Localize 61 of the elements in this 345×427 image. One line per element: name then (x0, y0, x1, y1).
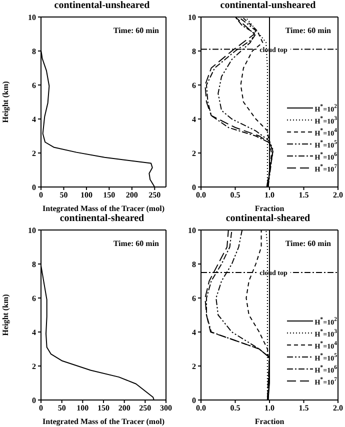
y-tick-label: 2 (32, 148, 36, 158)
x-axis-title: Integrated Mass of the Tracer (mol) (42, 417, 165, 426)
x-tick-label: 150 (103, 190, 116, 200)
y-tick-label: 8 (32, 260, 36, 269)
annotation: Time: 60 min (113, 26, 159, 35)
annotation: Time: 60 min (113, 239, 159, 248)
x-tick-label: 1.5 (298, 404, 309, 413)
y-tick-label: 8 (192, 260, 196, 269)
y-tick-label: 10 (188, 226, 196, 235)
x-tick-label: 0.0 (196, 190, 206, 200)
y-tick-label: 4 (192, 114, 196, 124)
y-tick-label: 8 (192, 46, 196, 56)
x-tick-label: 250 (139, 404, 152, 413)
x-tick-label: 1.0 (264, 404, 274, 413)
x-tick-label: 300 (160, 404, 172, 413)
y-tick-label: 0 (32, 182, 36, 192)
x-tick-label: 1.5 (298, 190, 309, 200)
x-tick-label: 50 (58, 404, 66, 413)
x-tick-label: 0.0 (196, 404, 206, 413)
y-tick-label: 10 (28, 226, 36, 235)
chart-title: continental-sheared (58, 213, 146, 226)
x-tick-label: 50 (60, 190, 68, 200)
x-tick-label: 2.0 (333, 190, 343, 200)
y-tick-label: 4 (32, 328, 36, 337)
y-tick-label: 10 (28, 12, 36, 22)
y-tick-label: 6 (32, 80, 36, 90)
x-tick-label: 0 (39, 190, 43, 200)
y-tick-label: 2 (192, 148, 196, 158)
x-axis-title: Fraction (254, 204, 285, 213)
x-tick-label: 0 (39, 404, 43, 413)
y-tick-label: 10 (188, 12, 196, 22)
x-tick-label: 200 (118, 404, 130, 413)
y-axis-title: Height (km) (0, 294, 10, 336)
x-axis-title: Fraction (254, 417, 285, 426)
x-tick-label: 250 (148, 190, 161, 200)
y-tick-label: 0 (32, 396, 36, 405)
y-tick-label: 0 (192, 396, 196, 405)
x-tick-label: 200 (126, 190, 138, 200)
chart-title: continental-unsheared (219, 0, 317, 13)
y-tick-label: 8 (32, 46, 36, 56)
y-tick-label: 6 (192, 80, 196, 90)
chart-title: continental-unsheared (53, 0, 151, 13)
y-tick-label: 0 (192, 182, 196, 192)
y-tick-label: 2 (32, 362, 36, 371)
x-tick-label: 0.5 (230, 404, 240, 413)
x-tick-label: 0.5 (230, 190, 240, 200)
annotation: Time: 60 min (285, 26, 331, 35)
x-tick-label: 150 (98, 404, 110, 413)
chart-title: continental-sheared (224, 213, 312, 226)
annotation: Time: 60 min (285, 239, 331, 248)
x-tick-label: 100 (80, 190, 92, 200)
x-tick-label: 1.0 (264, 190, 274, 200)
y-tick-label: 4 (192, 328, 196, 337)
y-tick-label: 2 (192, 362, 196, 371)
y-axis-title: Height (km) (0, 80, 10, 123)
y-tick-label: 6 (32, 294, 36, 303)
x-tick-label: 100 (76, 404, 89, 413)
y-tick-label: 4 (32, 114, 36, 124)
x-tick-label: 2.0 (333, 404, 343, 413)
x-axis-title: Integrated Mass of the Tracer (mol) (42, 204, 165, 213)
y-tick-label: 6 (192, 294, 196, 303)
